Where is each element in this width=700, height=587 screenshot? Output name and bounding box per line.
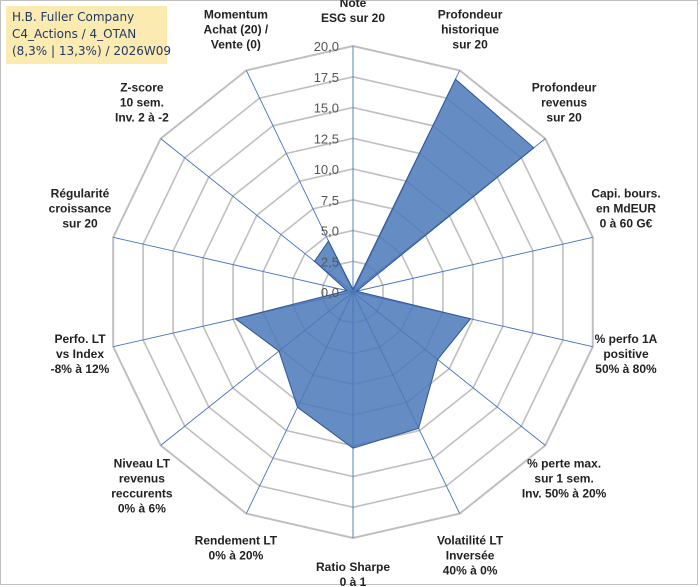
axis-label: Régularité croissance sur 20 <box>49 187 112 231</box>
performance-period: (8,3% | 13,3%) / 2026W09 <box>12 44 171 58</box>
axis-label: Z-score 10 sem. Inv. 2 à -2 <box>115 81 169 125</box>
tick-label: 17,5 <box>314 70 339 85</box>
axis-label: Profondeur historique sur 20 <box>438 8 503 52</box>
axis-label: Ratio Sharpe 0 à 1 <box>316 560 390 587</box>
axis-labels: Note ESG sur 20 Profondeur historique sur 20… <box>49 0 661 587</box>
axis-label: Niveau LT revenus reccurents 0% à 6% <box>111 456 173 515</box>
tick-label: 7,5 <box>321 193 339 208</box>
tick-label: 20,0 <box>314 39 339 54</box>
axis-label: Volatilité LT Inversée 40% à 0% <box>437 533 504 577</box>
tick-label: 5,0 <box>321 224 339 239</box>
axis-label: Profondeur revenus sur 20 <box>532 81 597 125</box>
axis-label: Momentum Achat (20) / Vente (0) <box>204 8 269 52</box>
series-area <box>234 78 535 449</box>
axis-label: % perfo 1A positive 50% à 80% <box>595 332 658 376</box>
radial-tick-labels: 0,0 2,5 5,0 7,5 10,0 12,5 15,0 17,5 20,0 <box>314 39 339 300</box>
portfolio-name: C4_Actions / 4_OTAN <box>12 27 137 41</box>
radar-series <box>234 78 535 449</box>
company-info-box: H.B. Fuller Company C4_Actions / 4_OTAN … <box>6 6 171 64</box>
spoke <box>352 236 593 293</box>
tick-label: 2,5 <box>321 254 339 269</box>
company-name: H.B. Fuller Company <box>12 10 135 24</box>
tick-label: 10,0 <box>314 162 339 177</box>
axis-label: Perfo. LT vs Index -8% à 12% <box>51 332 110 376</box>
spoke <box>113 236 354 293</box>
tick-label: 0,0 <box>321 285 339 300</box>
axis-label: Rendement LT 0% à 20% <box>195 533 278 562</box>
axis-label: Note ESG sur 20 <box>321 0 385 25</box>
tick-label: 12,5 <box>314 131 339 146</box>
axis-label: % perte max. sur 1 sem. Inv. 50% à 20% <box>522 456 607 500</box>
tick-label: 15,0 <box>314 101 339 116</box>
axis-label: Capi. bours. en MdEUR 0 à 60 G€ <box>591 187 660 231</box>
